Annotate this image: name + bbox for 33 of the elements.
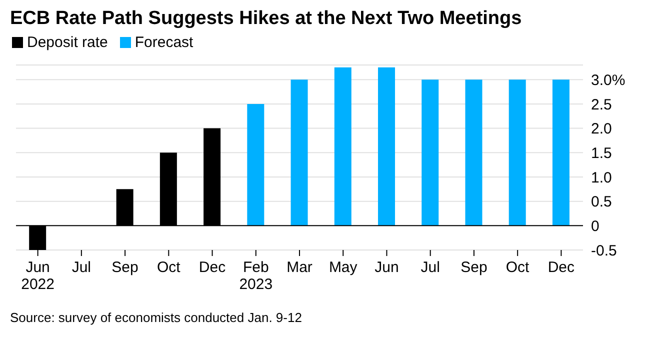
x-tick-label: Oct (506, 259, 530, 276)
legend-label: Forecast (134, 34, 194, 51)
x-tick-label: Feb 2023 (239, 259, 273, 293)
x-tick-label: May (328, 259, 358, 276)
x-tick-label: Jul (420, 259, 440, 276)
y-tick-label: 2.5 (591, 96, 612, 114)
x-tick-label: Sep (460, 259, 488, 276)
bar (378, 67, 396, 226)
x-tick-label: Jun 2022 (21, 259, 54, 293)
y-tick-label: 3.0% (591, 72, 626, 89)
y-tick-label: 1.0 (591, 169, 612, 186)
bar (422, 80, 439, 226)
y-tick-label: 0.5 (591, 194, 612, 211)
y-tick-label: 2.0 (591, 120, 612, 138)
y-tick-label: -0.5 (591, 242, 617, 260)
bar (552, 80, 570, 226)
chart-title: ECB Rate Path Suggests Hikes at the Next Two Meetings (10, 8, 523, 30)
legend-label: Deposit rate (26, 34, 108, 51)
x-tick-label: Jun (374, 259, 399, 276)
y-tick-label: 0 (591, 218, 600, 235)
x-tick-label: Oct (156, 259, 182, 276)
x-tick-label: Dec (198, 259, 226, 276)
source-note: Source: survey of economists conducted Jan. 9-12 (10, 310, 303, 325)
x-tick-label: Sep (112, 259, 138, 276)
x-tick-label: Dec (548, 259, 576, 276)
x-tick-label: Jul (72, 259, 92, 276)
bar (290, 80, 308, 226)
y-tick-label: 1.5 (591, 144, 612, 162)
x-tick-label: Mar (286, 259, 312, 276)
bar (334, 67, 352, 226)
bar (508, 80, 526, 226)
bar (465, 80, 482, 226)
bar (247, 104, 264, 226)
